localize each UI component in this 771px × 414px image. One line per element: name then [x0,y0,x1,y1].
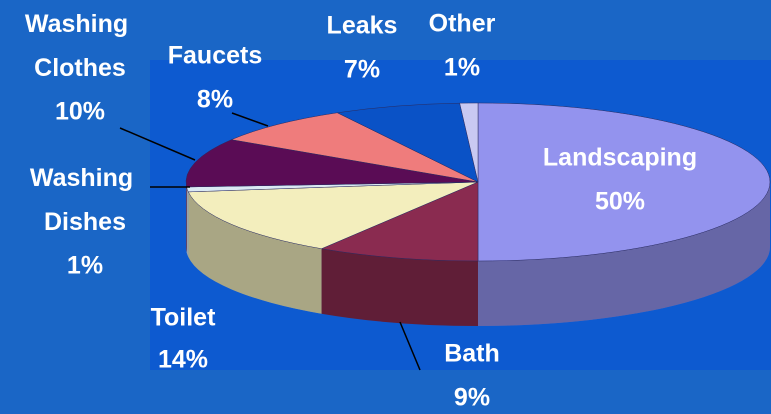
slice [230,112,479,183]
slice-side-shade [321,248,478,326]
slice [477,102,771,262]
slice [185,139,479,188]
slice-side-shade [186,186,189,257]
value-label: 50% [595,188,645,216]
slice-side [478,182,770,326]
value-label: 1% [444,54,480,82]
slice-side-shade [188,191,322,314]
slice-side [186,182,187,252]
value-label: 10% [55,98,105,126]
category-label: Landscaping [543,144,697,172]
slice-side [321,248,478,326]
slice [320,181,479,262]
leader-line [231,112,269,127]
value-label: 7% [344,56,380,84]
value-label: 14% [158,346,208,374]
category-label: Washing Clothes [25,10,135,82]
value-label: 1% [67,252,103,280]
category-label: Leaks [327,12,398,40]
category-label: Other [429,10,496,38]
slice-side-shade [186,182,187,252]
slice [459,102,479,183]
slice [336,102,479,183]
value-label: 8% [197,86,233,114]
slice-side [186,186,189,257]
category-label: Toilet [151,304,216,332]
category-label: Washing Dishes [30,164,140,236]
value-label: 9% [454,384,490,412]
leader-line [119,127,196,161]
slice-side-shade [478,182,770,326]
slice [187,181,479,249]
slice-side [188,191,322,314]
leader-line [399,321,421,371]
category-label: Faucets [168,42,262,70]
category-label: Bath [444,340,500,368]
